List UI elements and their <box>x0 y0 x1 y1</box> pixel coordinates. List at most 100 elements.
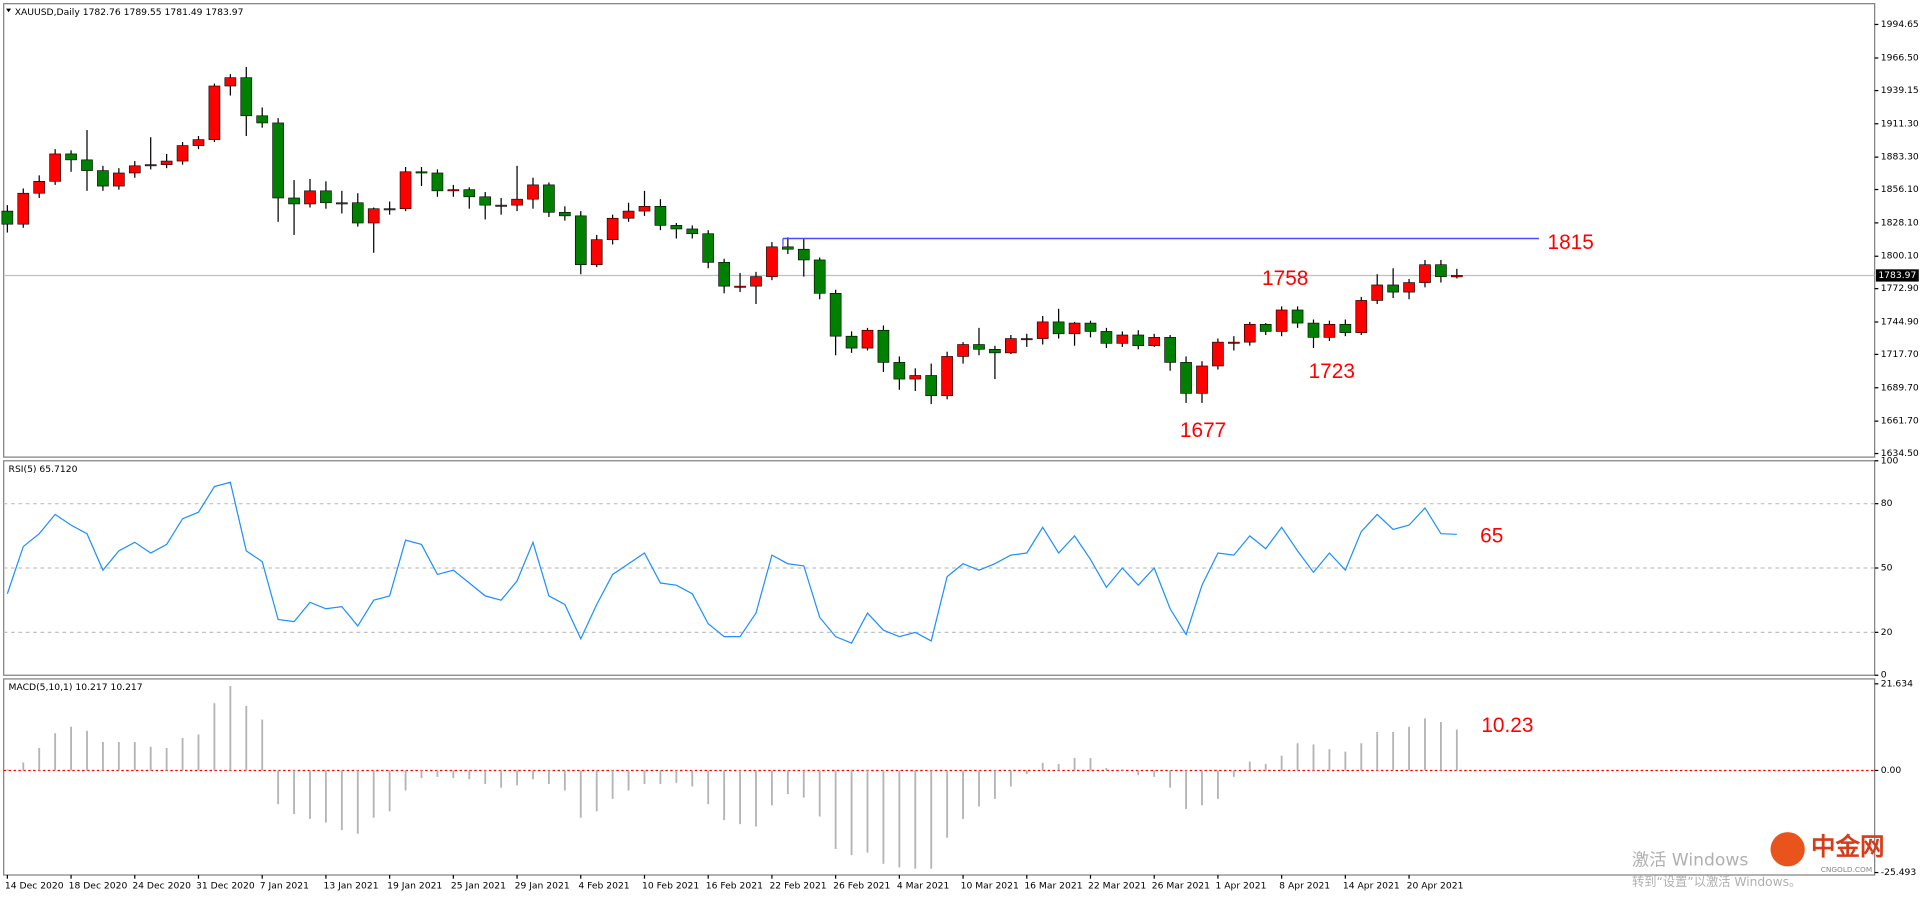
y-tick-label: 100 <box>1881 455 1899 466</box>
candle-body <box>686 228 699 235</box>
logo: 中金网 <box>1811 832 1884 861</box>
candle-body <box>81 159 93 171</box>
x-tick-label: 4 Mar 2021 <box>897 881 949 892</box>
x-tick-label: 10 Mar 2021 <box>961 881 1019 892</box>
y-tick-label: 21.634 <box>1881 678 1913 689</box>
candle-body <box>750 276 762 287</box>
candle-body <box>989 348 1001 354</box>
candle-body <box>654 206 667 226</box>
y-tick-label: 1772.90 <box>1881 283 1919 294</box>
rsi-title: RSI(5) 65.7120 <box>9 464 78 475</box>
candle-body <box>1451 275 1463 278</box>
candle-body <box>559 211 571 217</box>
candle-body <box>893 362 906 380</box>
candle-body <box>17 192 30 225</box>
candle-body <box>1 210 14 225</box>
candle-body <box>1180 362 1192 394</box>
y-tick-label: 1634.50 <box>1881 448 1919 459</box>
candle-body <box>1259 323 1272 332</box>
x-tick-label: 20 Apr 2021 <box>1407 881 1464 892</box>
candle-body <box>877 329 890 363</box>
candle-body <box>1196 365 1208 394</box>
y-tick-label: 1689.70 <box>1881 382 1919 393</box>
annotation: 1723 <box>1309 360 1355 383</box>
candle-body <box>49 153 61 182</box>
candle-body <box>1371 284 1384 301</box>
y-tick-label: 1966.50 <box>1881 53 1919 64</box>
macd-title: MACD(5,10,1) 10.217 10.217 <box>9 682 143 693</box>
main-panel <box>3 3 1876 458</box>
candle-body <box>1243 323 1256 343</box>
candle-body <box>941 356 953 397</box>
candle-body <box>240 77 253 117</box>
candle-body <box>320 190 332 204</box>
y-tick-label: 20 <box>1881 627 1893 638</box>
x-tick-label: 8 Apr 2021 <box>1279 881 1330 892</box>
candle-body <box>1100 331 1113 344</box>
rsi-line <box>6 481 1457 644</box>
y-tick-label: 1939.15 <box>1881 85 1919 96</box>
candle-body <box>1052 321 1065 335</box>
candle-body <box>1419 264 1431 283</box>
candle-body <box>1005 338 1017 354</box>
annotation: 1758 <box>1262 267 1308 290</box>
candle-body <box>1020 338 1033 341</box>
y-tick-label: 0.00 <box>1881 765 1902 776</box>
candle-body <box>495 204 507 207</box>
y-tick-label: 80 <box>1881 498 1893 509</box>
candle-body <box>845 335 858 349</box>
candle-body <box>351 202 364 224</box>
candle-body <box>383 208 396 211</box>
candle-body <box>1339 323 1352 333</box>
candle-body <box>670 225 683 230</box>
x-tick-label: 25 Jan 2021 <box>451 881 506 892</box>
candle-body <box>718 262 730 287</box>
candle-body <box>797 248 810 261</box>
x-tick-label: 26 Feb 2021 <box>833 881 890 892</box>
x-tick-label: 22 Feb 2021 <box>769 881 826 892</box>
y-tick-label: 1744.90 <box>1881 317 1919 328</box>
candle-body <box>909 375 922 380</box>
logo-site: CNGOLD.COM <box>1821 865 1872 874</box>
y-tick-label: 1717.70 <box>1881 349 1919 360</box>
candle-body <box>638 206 651 212</box>
y-tick-label: 1994.65 <box>1881 19 1919 30</box>
annotation: 1677 <box>1180 419 1226 442</box>
y-tick-label: 50 <box>1881 563 1893 574</box>
candle-body <box>97 170 109 187</box>
candle-body <box>734 285 746 288</box>
candle-body <box>1291 309 1304 324</box>
candle-body <box>1387 284 1399 293</box>
candle-body <box>527 184 539 200</box>
watermark: 激活 Windows <box>1632 850 1748 870</box>
x-tick-label: 7 Jan 2021 <box>260 881 309 892</box>
candle-body <box>1228 341 1240 344</box>
candle-body <box>1307 322 1320 338</box>
macd-panel <box>3 678 1876 876</box>
candle-body <box>113 172 125 187</box>
candle-body <box>829 292 842 337</box>
annotation: 65 <box>1480 524 1503 547</box>
x-tick-label: 13 Jan 2021 <box>323 881 378 892</box>
x-tick-label: 26 Mar 2021 <box>1152 881 1210 892</box>
candle-body <box>511 198 523 206</box>
candle-body <box>128 165 141 174</box>
candle-body <box>144 164 157 167</box>
x-tick-label: 10 Feb 2021 <box>642 881 699 892</box>
candle-body <box>1164 337 1176 363</box>
x-tick-label: 22 Mar 2021 <box>1088 881 1146 892</box>
main-title: XAUUSD,Daily 1782.76 1789.55 1781.49 178… <box>15 7 244 18</box>
y-tick-label: 1883.30 <box>1881 152 1919 163</box>
candle-body <box>590 239 603 266</box>
candle-body <box>463 189 476 198</box>
candle-body <box>861 329 874 349</box>
y-tick-label: 1856.10 <box>1881 184 1919 195</box>
annotation: 10.23 <box>1481 714 1533 737</box>
candle-body <box>192 139 205 146</box>
candle-body <box>1323 323 1336 338</box>
candle-body <box>1084 322 1097 332</box>
candle-body <box>1403 282 1415 293</box>
candle-body <box>224 77 237 87</box>
